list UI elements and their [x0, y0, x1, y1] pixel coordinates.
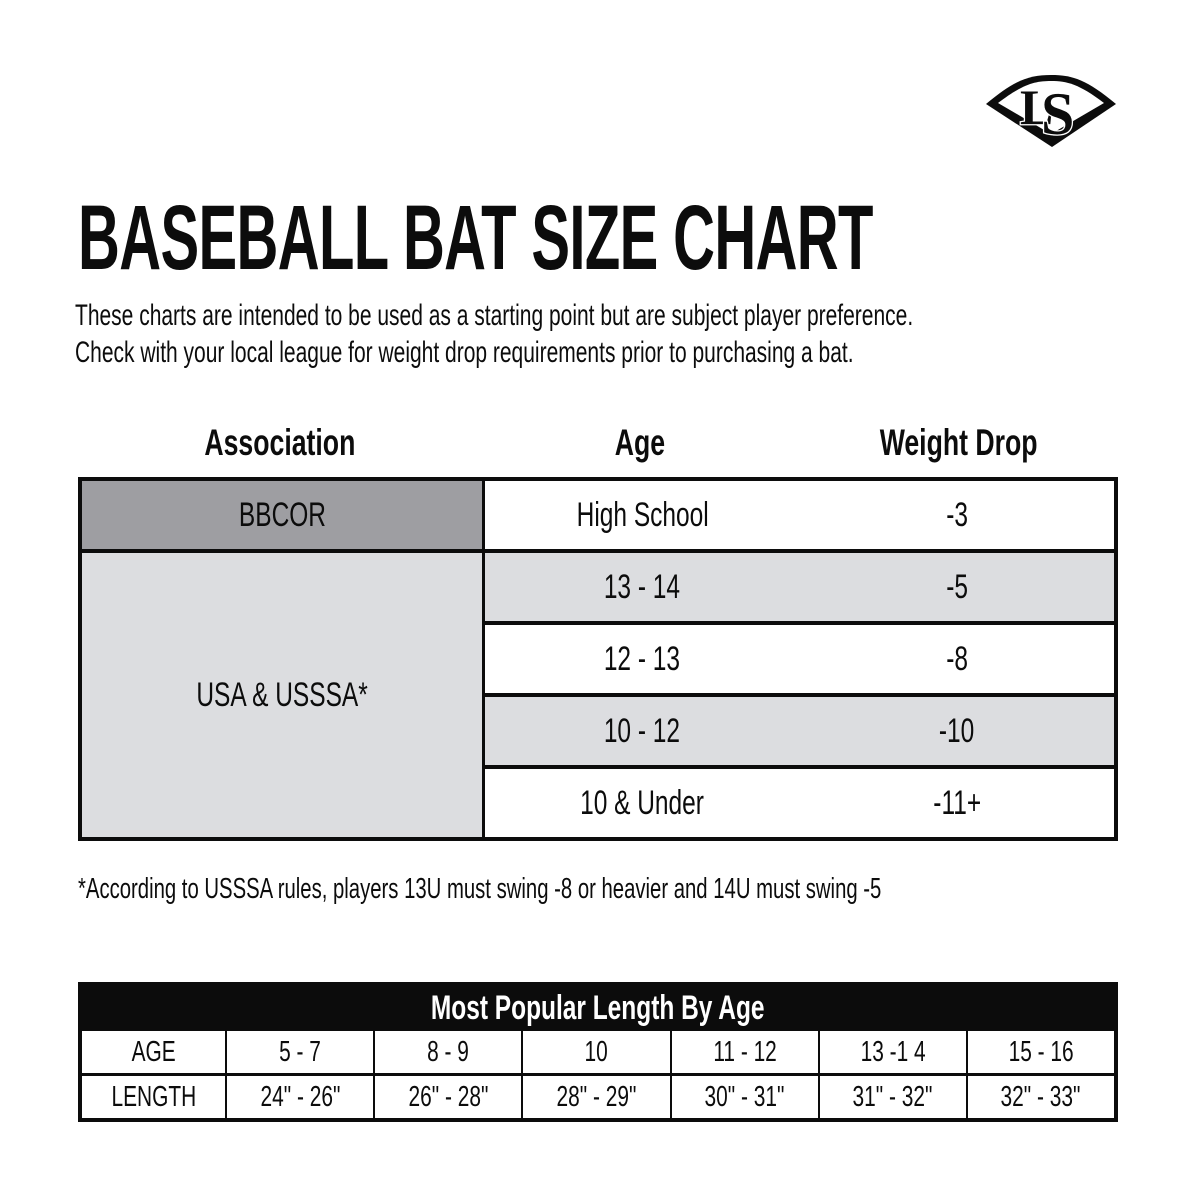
length-value-cell: 31" - 32" — [819, 1076, 966, 1118]
popular-length-table-title: Most Popular Length By Age — [431, 989, 765, 1027]
age-value-cell: 11 - 12 — [671, 1031, 818, 1073]
length-value-cell: 30" - 31" — [671, 1076, 818, 1118]
age-cell: 10 & Under — [485, 784, 800, 823]
page-title: BASEBALL BAT SIZE CHART — [78, 192, 1200, 284]
weight-drop-cell: -11+ — [800, 784, 1115, 823]
association-cell-bbcor: BBCOR — [82, 481, 482, 549]
popular-length-table-grid: AGE 5 - 7 8 - 9 10 11 - 12 13 -1 4 15 - … — [82, 1031, 1114, 1118]
age-value-text: 10 — [584, 1035, 609, 1068]
age-cell: 10 - 12 — [485, 712, 800, 751]
length-value-cell: 24" - 26" — [227, 1076, 374, 1118]
association-cell-usa-usssa-label: USA & USSSA* — [196, 675, 368, 714]
length-value-text: 26" - 28" — [408, 1080, 489, 1113]
age-cell: 12 - 13 — [485, 640, 800, 679]
subtitle-line-2: Check with your local league for weight … — [75, 336, 854, 369]
popular-length-table-header: Most Popular Length By Age — [82, 986, 1114, 1031]
weight-drop-cell: -3 — [800, 496, 1115, 535]
logo-letter-s: S — [1041, 81, 1074, 147]
weight-drop-cell: -8 — [800, 640, 1115, 679]
table-row-12-13: 12 - 13 -8 — [485, 625, 1114, 693]
weight-drop-cell: -10 — [800, 712, 1115, 751]
length-value-text: 32" - 33" — [1000, 1080, 1081, 1113]
age-cell-text: 13 - 14 — [604, 567, 681, 606]
footnote: *According to USSSA rules, players 13U m… — [78, 872, 1200, 907]
column-header-association: Association — [204, 422, 355, 463]
logo-letter-l: L — [1020, 79, 1053, 135]
age-value-text: 5 - 7 — [279, 1035, 321, 1068]
length-value-cell: 32" - 33" — [967, 1076, 1114, 1118]
association-cell-bbcor-label: BBCOR — [238, 495, 326, 534]
column-header-age: Age — [614, 422, 666, 463]
page-title-text: BASEBALL BAT SIZE CHART — [78, 187, 873, 289]
weight-drop-cell-text: -10 — [939, 711, 975, 750]
length-value-text: 24" - 26" — [260, 1080, 340, 1113]
age-value-cell: 10 — [523, 1031, 670, 1073]
row-label-age-text: AGE — [131, 1035, 176, 1068]
age-value-text: 13 -1 4 — [860, 1035, 926, 1068]
age-value-cell: 15 - 16 — [967, 1031, 1114, 1073]
popular-length-table: Most Popular Length By Age AGE 5 - 7 8 -… — [78, 982, 1118, 1122]
length-value-text: 30" - 31" — [704, 1080, 785, 1113]
weight-drop-cell-text: -11+ — [932, 783, 981, 822]
table-row-10-under: 10 & Under -11+ — [485, 769, 1114, 837]
association-cell-usa-usssa: USA & USSSA* — [82, 553, 482, 837]
weight-drop-cell-text: -8 — [945, 639, 968, 678]
row-label-age: AGE — [82, 1031, 225, 1073]
footnote-text: *According to USSSA rules, players 13U m… — [78, 873, 882, 905]
age-value-cell: 13 -1 4 — [819, 1031, 966, 1073]
age-value-text: 15 - 16 — [1008, 1035, 1074, 1068]
row-label-length-text: LENGTH — [111, 1080, 196, 1113]
length-value-text: 31" - 32" — [852, 1080, 933, 1113]
age-cell: 13 - 14 — [485, 568, 800, 607]
bat-size-table: BBCOR High School -3 USA & USSSA* 13 - 1… — [78, 477, 1118, 841]
age-cell-text: 10 - 12 — [604, 711, 681, 750]
age-value-cell: 8 - 9 — [375, 1031, 522, 1073]
subtitle: These charts are intended to be used as … — [75, 297, 1200, 371]
weight-drop-cell-text: -5 — [945, 567, 968, 606]
louisville-slugger-logo-icon: L S — [986, 75, 1116, 148]
weight-drop-cell: -5 — [800, 568, 1115, 607]
weight-drop-cell-text: -3 — [945, 495, 968, 534]
column-header-weight-drop: Weight Drop — [879, 422, 1038, 463]
age-cell: High School — [485, 496, 800, 535]
length-value-cell: 26" - 28" — [375, 1076, 522, 1118]
age-value-text: 8 - 9 — [427, 1035, 470, 1068]
table-row-10-12: 10 - 12 -10 — [485, 697, 1114, 765]
age-cell-text: 10 & Under — [580, 783, 705, 822]
age-cell-text: 12 - 13 — [604, 639, 681, 678]
subtitle-line-1: These charts are intended to be used as … — [75, 299, 914, 332]
age-value-cell: 5 - 7 — [227, 1031, 374, 1073]
table-row-13-14: 13 - 14 -5 — [485, 553, 1114, 621]
length-value-text: 28" - 29" — [556, 1080, 637, 1113]
row-label-length: LENGTH — [82, 1076, 225, 1118]
age-value-text: 11 - 12 — [712, 1035, 777, 1068]
table-row-bbcor: High School -3 — [485, 481, 1114, 549]
age-cell-text: High School — [576, 495, 709, 534]
length-value-cell: 28" - 29" — [523, 1076, 670, 1118]
main-table-headers: Association Age Weight Drop — [78, 424, 1118, 461]
